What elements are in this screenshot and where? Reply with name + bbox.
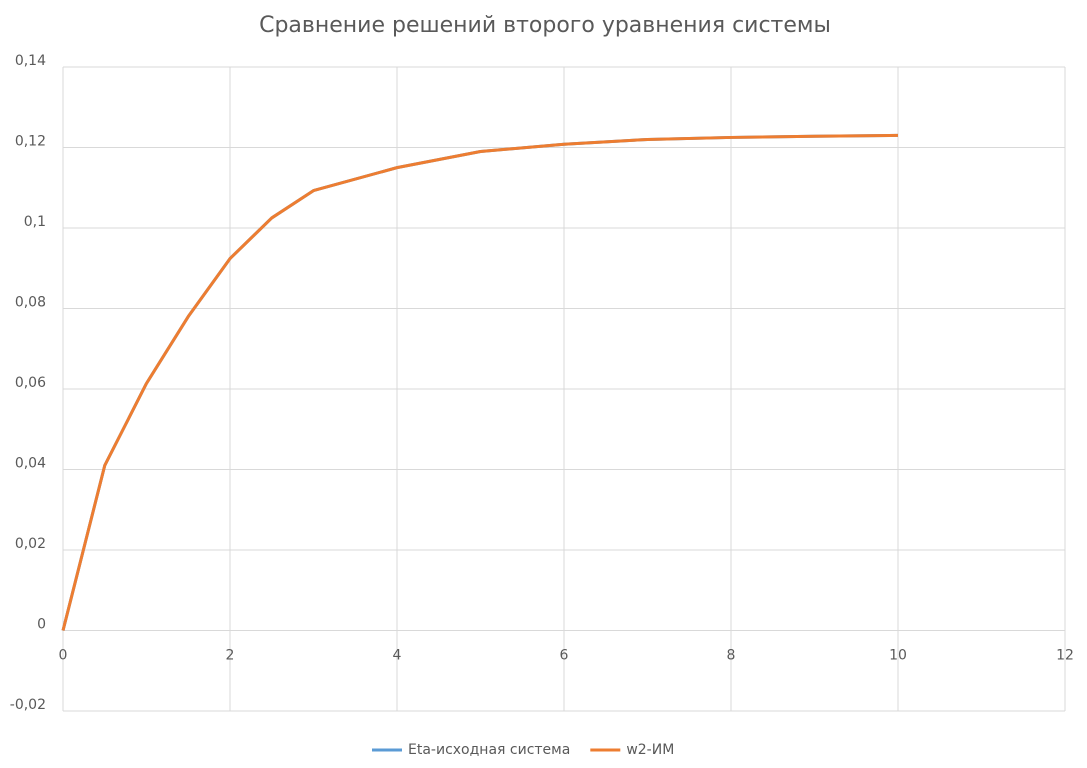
legend-label: Eta-исходная система (408, 742, 570, 758)
series-line (61, 133, 899, 631)
y-tick-label: 0 (37, 617, 46, 633)
y-tick-label: 0,1 (24, 214, 46, 230)
y-tick-label: -0,02 (10, 697, 46, 713)
y-tick-label: 0,12 (15, 134, 46, 150)
x-tick-label: 2 (226, 648, 235, 664)
chart-title: Сравнение решений второго уравнения сист… (259, 13, 831, 38)
series-line (61, 133, 899, 631)
y-tick-label: 0,08 (15, 295, 46, 311)
x-tick-label: 4 (393, 648, 402, 664)
y-tick-label: 0,04 (15, 456, 46, 472)
y-tick-label: 0,14 (15, 53, 46, 69)
x-tick-label: 6 (560, 648, 569, 664)
y-tick-label: 0,02 (15, 536, 46, 552)
x-tick-label: 12 (1056, 648, 1074, 664)
y-tick-label: 0,06 (15, 375, 46, 391)
x-tick-label: 0 (59, 648, 68, 664)
legend-label: w2-ИМ (626, 742, 674, 758)
x-tick-label: 8 (727, 648, 736, 664)
x-tick-label: 10 (889, 648, 907, 664)
